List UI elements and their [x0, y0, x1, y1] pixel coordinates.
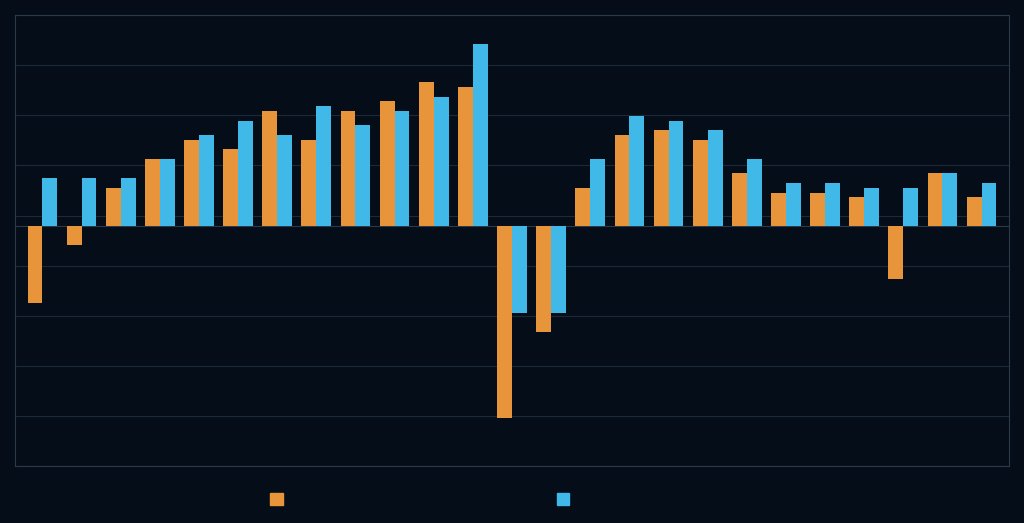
Bar — [419, 82, 434, 226]
Bar — [903, 188, 919, 226]
Bar — [982, 183, 996, 226]
Bar — [849, 197, 864, 226]
Bar — [967, 197, 982, 226]
Bar — [590, 159, 605, 226]
Bar — [864, 188, 879, 226]
Bar — [223, 150, 238, 226]
Bar — [301, 140, 316, 226]
Bar — [160, 159, 175, 226]
Bar — [497, 226, 512, 418]
Bar — [121, 178, 135, 226]
Bar — [184, 140, 199, 226]
Bar — [28, 226, 42, 303]
Bar — [942, 174, 957, 226]
Bar — [771, 192, 786, 226]
Bar — [537, 226, 551, 332]
Bar — [458, 87, 473, 226]
Bar — [786, 183, 801, 226]
Bar — [105, 188, 121, 226]
Bar — [512, 226, 527, 313]
Bar — [316, 106, 331, 226]
Bar — [341, 111, 355, 226]
Bar — [394, 111, 410, 226]
Bar — [928, 174, 942, 226]
Bar — [708, 130, 723, 226]
Bar — [238, 121, 253, 226]
Bar — [67, 226, 82, 245]
Bar — [746, 159, 762, 226]
Bar — [653, 130, 669, 226]
Bar — [669, 121, 683, 226]
Bar — [262, 111, 278, 226]
Bar — [614, 135, 630, 226]
Bar — [473, 44, 487, 226]
Bar — [42, 178, 57, 226]
Bar — [380, 101, 394, 226]
Bar — [278, 135, 292, 226]
Bar — [199, 135, 214, 226]
Bar — [434, 97, 449, 226]
Bar — [630, 116, 644, 226]
Bar — [693, 140, 708, 226]
Bar — [732, 174, 746, 226]
Bar — [825, 183, 840, 226]
Bar — [551, 226, 566, 313]
Bar — [145, 159, 160, 226]
Bar — [889, 226, 903, 279]
Bar — [82, 178, 96, 226]
Bar — [575, 188, 590, 226]
Bar — [355, 126, 371, 226]
Bar — [810, 192, 825, 226]
